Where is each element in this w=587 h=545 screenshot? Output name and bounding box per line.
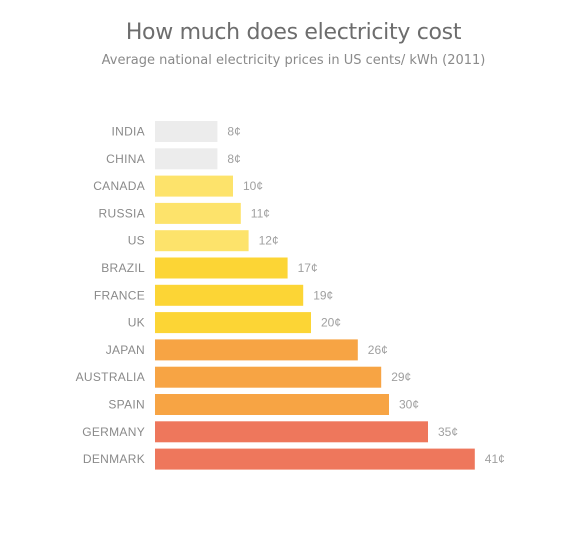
category-label: US <box>128 234 145 248</box>
value-label: 20¢ <box>321 316 341 330</box>
category-label: CANADA <box>93 179 145 193</box>
value-label: 26¢ <box>368 343 388 357</box>
value-label: 30¢ <box>399 398 419 412</box>
category-label: AUSTRALIA <box>76 370 145 384</box>
value-label: 8¢ <box>227 125 240 139</box>
value-label: 19¢ <box>313 288 333 302</box>
value-label: 12¢ <box>259 234 279 248</box>
bar-us <box>155 230 249 252</box>
bar-japan <box>155 339 358 361</box>
bar-denmark <box>155 448 475 470</box>
chart-subtitle: Average national electricity prices in U… <box>101 53 486 68</box>
bar-germany <box>155 421 428 443</box>
category-label: GERMANY <box>82 425 145 439</box>
bar-spain <box>155 394 389 415</box>
value-label: 11¢ <box>251 206 270 220</box>
value-label: 8¢ <box>227 152 240 166</box>
value-label: 41¢ <box>485 452 505 466</box>
category-label: UK <box>128 316 145 330</box>
value-label: 10¢ <box>243 179 263 193</box>
value-label: 17¢ <box>298 261 318 275</box>
bar-russia <box>155 202 241 224</box>
bar-brazil <box>155 257 288 279</box>
chart-title: How much does electricity cost <box>125 20 462 45</box>
category-label: DENMARK <box>83 452 145 466</box>
category-label: FRANCE <box>94 288 145 302</box>
category-label: BRAZIL <box>101 261 145 275</box>
category-label: RUSSIA <box>99 206 145 220</box>
category-label: SPAIN <box>108 398 145 412</box>
bar-canada <box>155 175 233 197</box>
category-label: INDIA <box>111 125 145 139</box>
value-label: 35¢ <box>438 425 458 439</box>
bar-china <box>155 148 218 170</box>
bar-australia <box>155 366 382 388</box>
bar-india <box>155 121 218 142</box>
value-label: 29¢ <box>391 370 411 384</box>
bar-france <box>155 284 304 306</box>
category-label: JAPAN <box>106 343 145 357</box>
bar-uk <box>155 312 311 334</box>
category-label: CHINA <box>106 152 145 166</box>
